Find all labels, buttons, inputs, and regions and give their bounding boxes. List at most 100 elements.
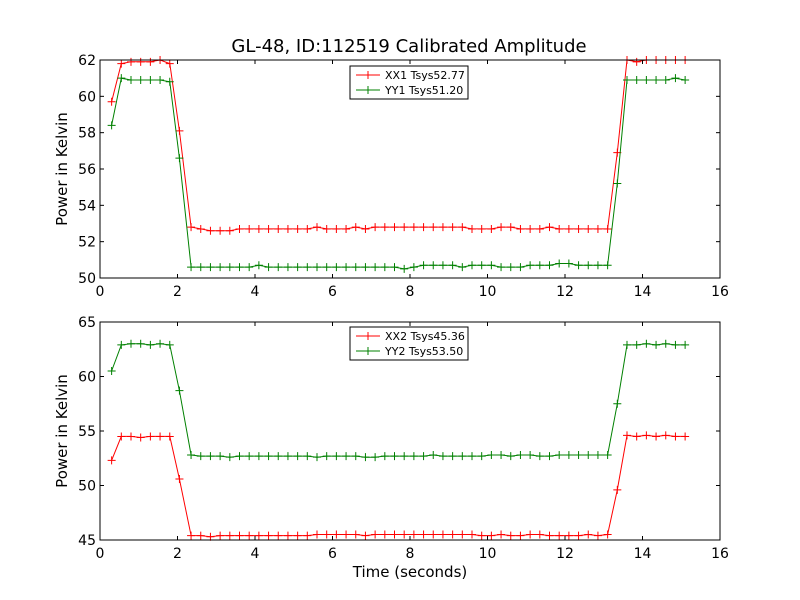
bottom-series-1-point — [371, 530, 380, 539]
bottom-x-tick-label: 2 — [173, 546, 182, 562]
bottom-legend-label-1: XX2 Tsys45.36 — [385, 330, 465, 343]
bottom-series-2-point — [146, 340, 155, 349]
bottom-series-1-point — [623, 431, 631, 440]
bottom-series-2-point — [293, 452, 302, 461]
bottom-series-2-point — [136, 339, 145, 348]
top-series-2-point — [380, 263, 389, 272]
bottom-series-1-point — [332, 530, 341, 539]
bottom-series-1-point — [136, 433, 145, 442]
top-series-2-point — [146, 75, 155, 84]
top-series-2-point — [593, 261, 602, 270]
bottom-series-1-point — [409, 530, 418, 539]
top-series-2-point — [671, 74, 680, 83]
bottom-series-2-point — [555, 450, 564, 459]
bottom-series-2-point — [235, 452, 244, 461]
top-series-1-point — [497, 223, 506, 232]
top-series-1-point — [293, 224, 302, 233]
top-series-2-point — [623, 75, 631, 84]
bottom-series-1-point — [216, 531, 225, 540]
bottom-series-2-point — [371, 453, 380, 462]
top-series-2-point — [584, 261, 593, 270]
bottom-series-1-point — [351, 530, 360, 539]
top-series-1-point — [419, 223, 428, 232]
bottom-series-2-point — [623, 340, 631, 349]
top-series-1-point — [409, 223, 418, 232]
top-y-tick-label: 50 — [78, 271, 96, 287]
bottom-series-2-point — [477, 452, 486, 461]
top-series-2-point — [293, 263, 302, 272]
plot-bottom: 0 2 4 6 8 10 12 14 16 45 50 55 60 65 Power in Kelvin Ti… — [53, 315, 729, 581]
bottom-y-tick-label: 45 — [78, 533, 96, 549]
top-series-2-point — [652, 75, 661, 84]
top-series-1-point — [283, 224, 292, 233]
bottom-series-2-point — [516, 450, 525, 459]
top-series-1-point — [632, 57, 641, 66]
bottom-series-2-point — [535, 452, 544, 461]
top-series-1-point — [225, 226, 234, 235]
top-series-1-point — [332, 224, 341, 233]
top-y-tick-label: 58 — [78, 126, 96, 142]
top-series-2-point — [535, 261, 544, 270]
bottom-series-1-point — [283, 531, 292, 540]
top-y-tick-label: 52 — [78, 235, 96, 251]
bottom-series-1-point — [303, 531, 312, 540]
bottom-x-tick-label: 0 — [96, 546, 105, 562]
bottom-series-1-point — [671, 432, 680, 441]
bottom-series-2-point — [380, 452, 389, 461]
bottom-x-tick-label: 12 — [556, 546, 574, 562]
top-series-2-point — [156, 75, 165, 84]
bottom-series-1-point — [196, 531, 205, 540]
top-legend-marker-1 — [364, 71, 372, 79]
bottom-series-2-point — [351, 452, 360, 461]
bottom-series-2-point — [283, 452, 292, 461]
top-y-axis-label: Power in Kelvin — [53, 112, 71, 226]
top-series-1-point — [187, 223, 196, 232]
top-series-2-point — [545, 261, 554, 270]
bottom-series-2-point — [264, 452, 273, 461]
bottom-series-1-point — [681, 432, 690, 441]
bottom-series-2-point — [187, 450, 196, 459]
top-series-1-point — [458, 223, 467, 232]
top-series-1-point — [322, 224, 331, 233]
top-series-1-point — [351, 223, 360, 232]
top-series-1-point — [555, 224, 564, 233]
top-series-2-point — [196, 263, 205, 272]
top-series-1-point — [274, 224, 283, 233]
bottom-series-2-point — [206, 452, 215, 461]
bottom-series-2-point — [165, 340, 174, 349]
top-y-tick-label: 62 — [78, 53, 96, 69]
top-x-tick-label: 6 — [328, 284, 337, 300]
bottom-series-1-point — [187, 531, 196, 540]
top-series-2-point — [254, 261, 263, 270]
bottom-series-2-point — [429, 450, 438, 459]
bottom-series-2-point — [593, 450, 602, 459]
bottom-series-1-point — [661, 431, 670, 440]
top-series-2-point — [165, 77, 174, 86]
bottom-series-1-point — [603, 530, 612, 539]
bottom-x-axis-label: Time (seconds) — [352, 563, 468, 581]
bottom-series-2-point — [117, 340, 126, 349]
bottom-series-1-point — [361, 531, 370, 540]
bottom-series-1-point — [497, 530, 506, 539]
bottom-x-tick-label: 6 — [328, 546, 337, 562]
bottom-series-1-point — [516, 531, 525, 540]
top-x-tick-label: 2 — [173, 284, 182, 300]
top-x-tick-label: 10 — [479, 284, 497, 300]
top-series-2-point — [564, 259, 573, 268]
bottom-series-2-point — [225, 453, 234, 462]
bottom-legend-label-2: YY2 Tsys53.50 — [384, 345, 463, 358]
top-series-2-point — [264, 263, 273, 272]
bottom-series-1-point — [165, 432, 174, 441]
bottom-series-2-point — [458, 452, 467, 461]
top-series-2-point — [361, 263, 370, 272]
bottom-x-tick-label: 10 — [479, 546, 497, 562]
bottom-series-2-point — [497, 450, 506, 459]
bottom-series-2-point — [313, 453, 321, 462]
top-series-1-point — [361, 224, 370, 233]
top-series-1-point — [593, 224, 602, 233]
top-series-2-point — [245, 263, 254, 272]
top-series-2-point — [574, 261, 583, 270]
bottom-series-1-point — [322, 530, 331, 539]
bottom-series-2-point — [175, 386, 184, 395]
